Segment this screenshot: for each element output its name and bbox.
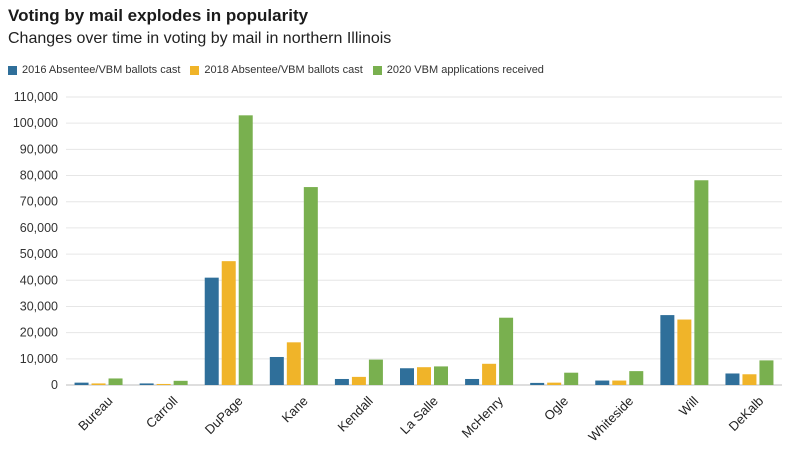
legend-item-2020: 2020 VBM applications received: [372, 64, 544, 76]
bar-will-series-1: [677, 319, 692, 385]
y-tick-label: 110,000: [14, 90, 58, 104]
bar-dupage-series-2: [238, 115, 253, 385]
bar-will-series-2: [694, 180, 709, 385]
bar-bureau-series-2: [108, 378, 123, 385]
x-category-label: Will: [676, 393, 701, 418]
y-axis-tick-labels: 0 10,000 20,000 30,000 40,000 50,000 60,000 70,…: [13, 90, 58, 392]
legend-swatch-2020: [372, 65, 382, 75]
bars: [74, 115, 774, 385]
legend-label-2016: 2016 Absentee/VBM ballots cast: [22, 64, 181, 76]
y-tick-label: 10,000: [20, 352, 58, 366]
y-tick-label: 90,000: [20, 142, 58, 156]
bar-ogle-series-1: [547, 382, 562, 385]
bar-mchenry-series-0: [465, 378, 480, 385]
bar-dupage-series-1: [221, 261, 236, 385]
bar-kendall-series-0: [334, 378, 349, 385]
bar-carroll-series-0: [139, 383, 154, 385]
y-tick-label: 70,000: [20, 195, 58, 209]
bar-mchenry-series-1: [482, 363, 497, 385]
bar-bureau-series-0: [74, 382, 89, 385]
bar-la-salle-series-0: [400, 368, 414, 385]
legend-swatch-2016: [8, 65, 17, 75]
y-tick-label: 50,000: [20, 247, 58, 261]
x-axis-category-labels: Bureau Carroll DuPage Kane Kendall La Salle Mc…: [75, 393, 766, 444]
bar-dekalb-series-2: [759, 360, 774, 385]
x-category-label: Kane: [279, 393, 311, 425]
legend-item-2016: 2016 Absentee/VBM ballots cast: [8, 64, 180, 76]
x-category-label: Ogle: [541, 393, 571, 423]
bar-kane-series-0: [269, 356, 284, 385]
x-category-label: Kendall: [335, 393, 376, 434]
x-category-label: La Salle: [397, 393, 441, 437]
y-tick-label: 100,000: [13, 116, 58, 130]
x-category-label: Bureau: [75, 393, 115, 433]
bar-dupage-series-0: [204, 277, 219, 385]
chart-subtitle: Changes over time in voting by mail in n…: [8, 30, 392, 47]
bar-dekalb-series-1: [742, 374, 757, 385]
bar-kane-series-2: [303, 187, 318, 385]
bar-kendall-series-2: [368, 359, 383, 385]
bar-carroll-series-1: [156, 383, 171, 385]
y-tick-label: 80,000: [20, 169, 58, 183]
bar-ogle-series-2: [564, 372, 579, 385]
x-category-label: Whiteside: [585, 393, 636, 444]
x-category-label: DeKalb: [726, 393, 767, 434]
bar-bureau-series-1: [91, 383, 106, 385]
bar-will-series-0: [660, 315, 675, 385]
chart-title: Voting by mail explodes in popularity: [8, 6, 309, 25]
chart-legend: 2016 Absentee/VBM ballots cast 2018 Abse…: [8, 64, 544, 76]
bar-ogle-series-0: [530, 382, 545, 385]
bar-la-salle-series-1: [417, 367, 431, 385]
y-tick-label: 60,000: [20, 221, 58, 235]
bar-carroll-series-2: [173, 380, 188, 385]
bar-dekalb-series-0: [725, 373, 740, 385]
y-tick-label: 40,000: [20, 273, 58, 287]
bar-whiteside-series-0: [595, 380, 610, 385]
x-category-label: Carroll: [143, 393, 181, 431]
bar-whiteside-series-1: [612, 380, 627, 385]
bar-mchenry-series-2: [499, 317, 514, 385]
legend-item-2018: 2018 Absentee/VBM ballots cast: [190, 64, 363, 76]
bar-kendall-series-1: [351, 376, 366, 385]
gridlines: [66, 96, 782, 386]
legend-swatch-2018: [190, 65, 200, 75]
legend-label-2020: 2020 VBM applications received: [386, 64, 544, 76]
y-tick-label: 30,000: [20, 299, 58, 313]
x-category-label: DuPage: [202, 393, 246, 437]
legend-label-2018: 2018 Absentee/VBM ballots cast: [204, 64, 363, 76]
bar-whiteside-series-2: [629, 371, 644, 385]
y-tick-label: 20,000: [20, 326, 58, 340]
bar-la-salle-series-2: [434, 366, 448, 385]
y-tick-label: 0: [51, 378, 58, 392]
x-category-label: McHenry: [459, 393, 507, 441]
bar-kane-series-1: [286, 342, 301, 385]
